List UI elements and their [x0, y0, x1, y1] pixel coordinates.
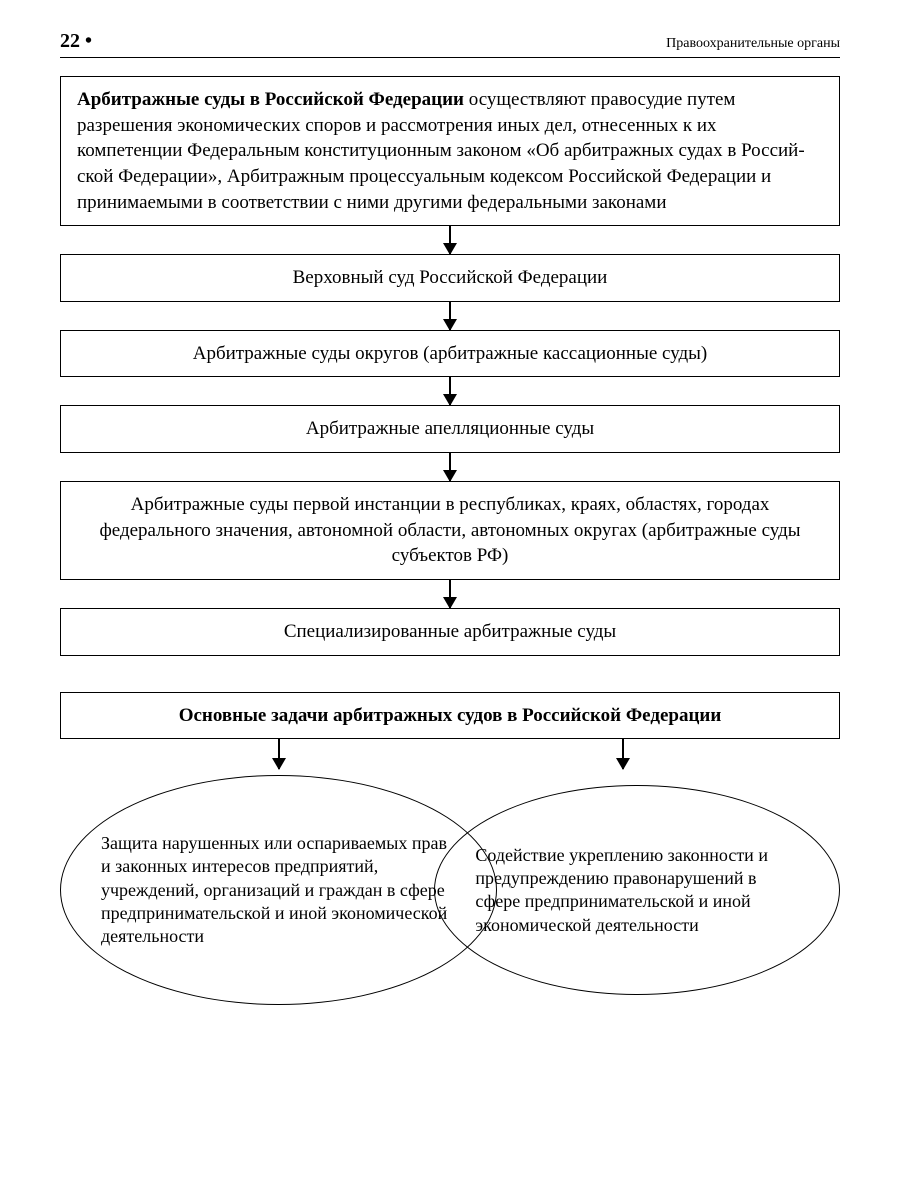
- arrow-1: [449, 226, 451, 254]
- header-title: Правоохранительные органы: [666, 36, 840, 52]
- district-courts-text: Арбитражные суды округов (арбитражные ка…: [193, 343, 708, 364]
- branch-arrow-left: [278, 739, 280, 769]
- page-header: 22 Правоохранительные органы: [60, 30, 840, 58]
- arrow-4: [449, 453, 451, 481]
- appeal-courts-box: Арбитражные апелляционные суды: [60, 405, 840, 453]
- tasks-section: Основные задачи арбитражных судов в Росс…: [60, 692, 840, 1016]
- arrow-2: [449, 302, 451, 330]
- intro-title: Арбитражные суды в Российской Федерации: [77, 89, 464, 110]
- ellipses-container: Защита нарушенных или оспариваемых прав …: [60, 775, 840, 1015]
- branch-arrow-right: [622, 739, 624, 769]
- court-hierarchy-flowchart: Арбитражные суды в Российской Федерации …: [60, 76, 840, 656]
- specialized-courts-box: Специализированные арбитражные суды: [60, 608, 840, 656]
- branch-arrows: [60, 739, 840, 775]
- task-right-text: Содействие укреплению за­конности и пред…: [475, 844, 799, 938]
- task-left-text: Защита нарушенных или оспариваемых прав …: [101, 832, 456, 949]
- appeal-courts-text: Арбитражные апелляционные суды: [306, 418, 594, 439]
- arrow-5: [449, 580, 451, 608]
- district-courts-box: Арбитражные суды округов (арбитражные ка…: [60, 330, 840, 378]
- first-instance-box: Арбитражные суды первой инстанции в респ…: [60, 481, 840, 580]
- task-ellipse-right: Содействие укреплению за­конности и пред…: [434, 785, 840, 995]
- intro-box: Арбитражные суды в Российской Федерации …: [60, 76, 840, 226]
- specialized-courts-text: Специализированные арбитражные суды: [284, 621, 616, 642]
- arrow-3: [449, 377, 451, 405]
- page-number: 22: [60, 30, 92, 53]
- supreme-court-box: Верховный суд Российской Федерации: [60, 254, 840, 302]
- supreme-court-text: Верховный суд Российской Федерации: [293, 267, 608, 288]
- task-ellipse-left: Защита нарушенных или оспариваемых прав …: [60, 775, 497, 1005]
- tasks-header-box: Основные задачи арбитражных судов в Росс…: [60, 692, 840, 740]
- first-instance-text: Арбитражные суды первой инстанции в респ…: [99, 494, 800, 566]
- tasks-header-text: Основные задачи арбитражных судов в Росс…: [179, 705, 722, 726]
